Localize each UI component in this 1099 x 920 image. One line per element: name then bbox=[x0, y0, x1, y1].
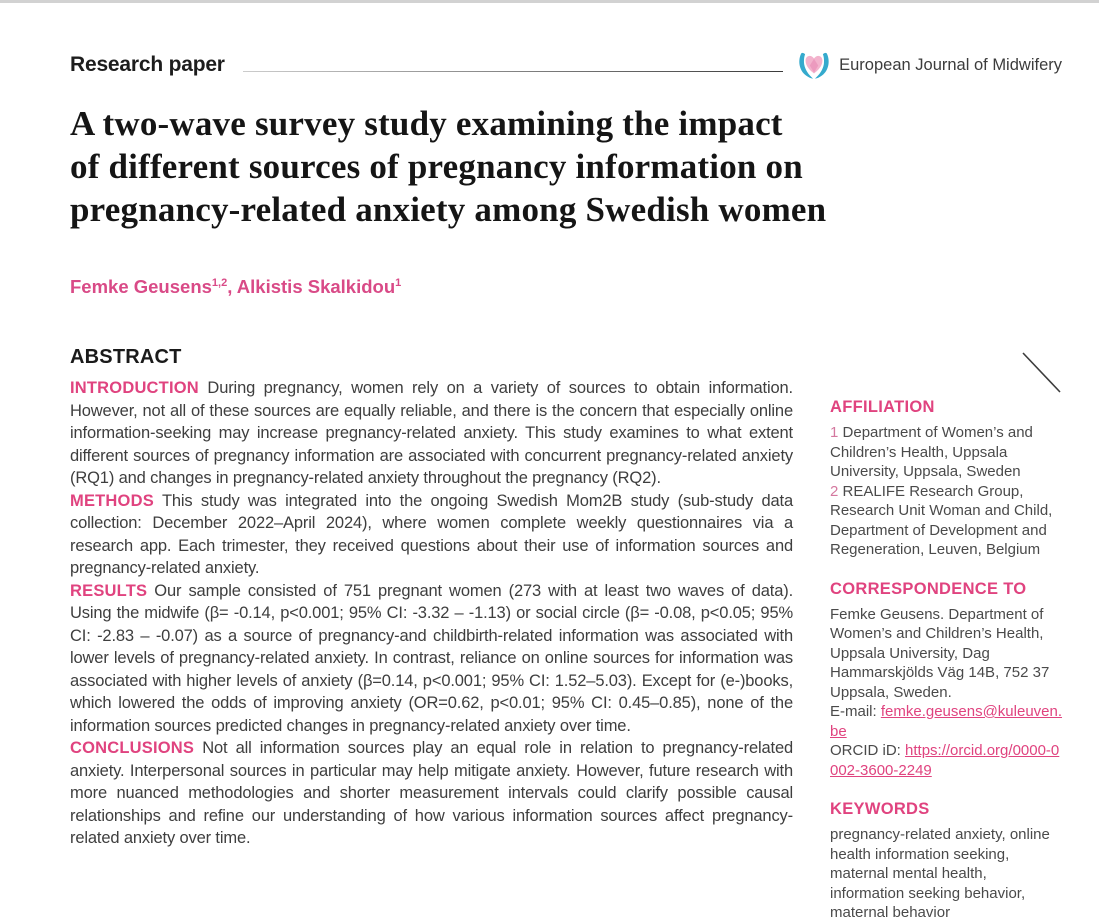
affiliation-entry: 2 REALIFE Research Group, Research Unit … bbox=[830, 482, 1062, 560]
authors-byline: Femke Geusens1,2, Alkistis Skalkidou1 bbox=[70, 276, 401, 298]
affiliation-entry: 1 Department of Women’s and Children’s H… bbox=[830, 423, 1062, 482]
email-link[interactable]: femke.geusens@kuleuven.be bbox=[830, 703, 1063, 740]
affiliation-text: REALIFE Research Group, Research Unit Wo… bbox=[830, 482, 1053, 559]
author-affiliation-sup: 1,2 bbox=[211, 276, 228, 289]
affiliation-text: Department of Women’s and Children’s Hea… bbox=[830, 424, 1033, 480]
orcid-label: ORCID iD: bbox=[830, 742, 901, 759]
header-divider-line bbox=[242, 70, 784, 72]
abstract-section-results: RESULTS Our sample consisted of 751 preg… bbox=[70, 580, 793, 738]
abstract-section-introduction: INTRODUCTION During pregnancy, women rel… bbox=[70, 377, 793, 490]
keywords-section: KEYWORDS pregnancy-related anxiety, onli… bbox=[830, 800, 1062, 920]
affiliation-heading: AFFILIATION bbox=[830, 398, 935, 416]
results-label: RESULTS bbox=[70, 581, 148, 600]
methods-text: This study was integrated into the ongoi… bbox=[70, 491, 793, 578]
page-header: Research paper European Journal of Midwi… bbox=[70, 50, 1062, 80]
affiliation-marker: 2 bbox=[830, 482, 839, 500]
paper-title-line: pregnancy-related anxiety among Swedish … bbox=[70, 190, 827, 229]
author-affiliation-sup: 1 bbox=[395, 276, 402, 289]
correspondence-orcid-line: ORCID iD: https://orcid.org/0000-0002-36… bbox=[830, 741, 1062, 780]
keywords-text: pregnancy-related anxiety, online health… bbox=[830, 826, 1050, 920]
abstract-block: ABSTRACT INTRODUCTION During pregnancy, … bbox=[70, 346, 793, 850]
correspondence-address: Femke Geusens. Department of Women’s and… bbox=[830, 605, 1050, 701]
affiliation-marker: 1 bbox=[830, 424, 839, 441]
authors-separator: , bbox=[227, 276, 237, 297]
methods-label: METHODS bbox=[70, 491, 154, 510]
author-name: Femke Geusens bbox=[70, 276, 212, 297]
abstract-section-methods: METHODS This study was integrated into t… bbox=[70, 490, 793, 580]
introduction-text: During pregnancy, women rely on a variet… bbox=[70, 379, 793, 487]
email-label: E-mail: bbox=[830, 703, 877, 720]
journal-logo-icon bbox=[797, 50, 831, 80]
paper-title: A two-wave survey study examining the im… bbox=[70, 102, 930, 231]
journal-name: European Journal of Midwifery bbox=[839, 55, 1062, 74]
correspondence-heading: CORRESPONDENCE TO bbox=[830, 579, 1027, 598]
conclusions-label: CONCLUSIONS bbox=[70, 739, 195, 757]
keywords-heading: KEYWORDS bbox=[830, 800, 930, 818]
author-name: Alkistis Skalkidou bbox=[236, 276, 396, 297]
introduction-label: INTRODUCTION bbox=[70, 379, 199, 397]
results-text: Our sample consisted of 751 pregnant wom… bbox=[70, 581, 793, 735]
affiliation-section: AFFILIATION 1 Department of Women’s and … bbox=[830, 398, 1062, 560]
abstract-heading: ABSTRACT bbox=[70, 346, 182, 368]
paper-title-line: of different sources of pregnancy inform… bbox=[70, 147, 803, 186]
top-border-line bbox=[0, 0, 1099, 3]
correspondence-email-line: E-mail: femke.geusens@kuleuven.be bbox=[830, 702, 1062, 741]
article-type-label: Research paper bbox=[70, 53, 225, 76]
conclusions-text: Not all information sources play an equa… bbox=[70, 739, 793, 847]
paper-title-line: A two-wave survey study examining the im… bbox=[70, 104, 783, 143]
orcid-link[interactable]: https://orcid.org/0000-0002-3600-2249 bbox=[830, 742, 1060, 779]
metadata-sidebar: AFFILIATION 1 Department of Women’s and … bbox=[830, 352, 1062, 920]
correspondence-section: CORRESPONDENCE TO Femke Geusens. Departm… bbox=[830, 580, 1062, 781]
sidebar-corner-decoration bbox=[830, 352, 1061, 393]
abstract-section-conclusions: CONCLUSIONS Not all information sources … bbox=[70, 737, 793, 850]
